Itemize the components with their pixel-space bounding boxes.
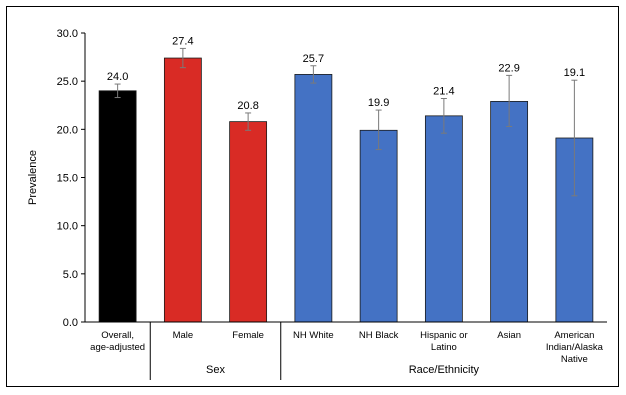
bar	[229, 121, 268, 323]
x-category-label: Indian/Alaska	[546, 342, 604, 353]
bar-value-label: 21.4	[433, 86, 454, 98]
x-category-label: Male	[173, 330, 194, 341]
y-tick-label: 0.0	[63, 317, 78, 329]
y-tick-label: 30.0	[57, 28, 78, 40]
bar-value-label: 20.8	[237, 100, 258, 112]
x-category-label: Asian	[497, 330, 521, 341]
group-label: Race/Ethnicity	[409, 364, 480, 376]
y-axis-title: Prevalence	[27, 150, 39, 205]
x-category-label: Latino	[431, 342, 457, 353]
bar-value-label: 27.4	[172, 35, 193, 47]
bar-value-label: 25.7	[303, 53, 324, 65]
x-category-label: Overall,	[101, 330, 134, 341]
y-tick-label: 10.0	[57, 221, 78, 233]
bar	[163, 57, 202, 323]
bar-value-label: 22.9	[498, 62, 519, 74]
y-tick-label: 15.0	[57, 173, 78, 185]
bar	[294, 74, 333, 323]
chart-frame	[6, 6, 619, 387]
x-category-label: NH White	[293, 330, 334, 341]
bar	[424, 115, 463, 323]
y-tick-label: 20.0	[57, 124, 78, 136]
group-label: Sex	[206, 364, 225, 376]
bar-value-label: 19.9	[368, 97, 389, 109]
bar-value-label: 24.0	[107, 71, 128, 83]
x-category-label: American	[554, 330, 594, 341]
bar	[98, 90, 137, 323]
x-category-label: age-adjusted	[90, 342, 145, 353]
bar	[359, 129, 398, 323]
bar-value-label: 19.1	[564, 67, 585, 79]
bar	[490, 100, 529, 323]
x-category-label: Hispanic or	[420, 330, 468, 341]
x-category-label: NH Black	[359, 330, 399, 341]
x-category-label: Female	[232, 330, 264, 341]
y-tick-label: 5.0	[63, 269, 78, 281]
y-tick-label: 25.0	[57, 76, 78, 88]
x-category-label: Native	[561, 354, 588, 365]
